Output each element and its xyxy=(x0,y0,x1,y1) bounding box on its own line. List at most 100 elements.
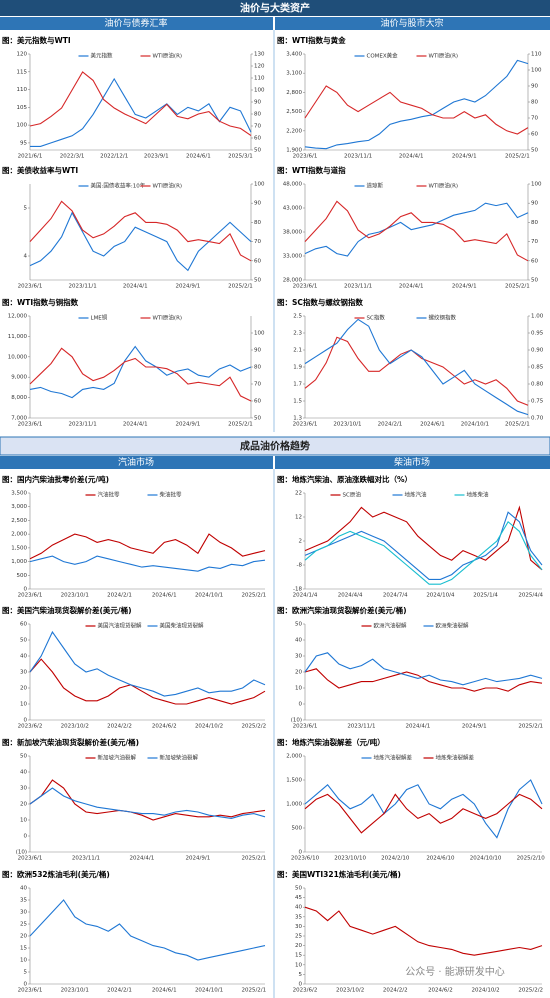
x-tick-label: 2023/6/1 xyxy=(18,988,43,994)
x-tick-label: 2024/6/2 xyxy=(152,724,177,730)
y-tick-label: 4 xyxy=(24,254,28,260)
y-tick-label: 1.9 xyxy=(293,365,302,371)
header-bar xyxy=(0,436,550,456)
y-tick-label: 10 xyxy=(295,962,302,968)
y2-tick-label: 50 xyxy=(531,148,538,154)
y-tick-label: 50 xyxy=(20,754,27,760)
x-tick-label: 2023/11/1 xyxy=(72,856,100,862)
x-tick-label: 2023/6/1 xyxy=(18,593,43,599)
x-tick-label: 2023/10/1 xyxy=(333,422,361,428)
legend-label: 美国柴油现货裂解 xyxy=(160,622,205,630)
x-tick-label: 2024/9/1 xyxy=(176,422,201,428)
y-tick-label: 45 xyxy=(295,895,302,901)
x-tick-label: 2025/2/1 xyxy=(241,988,266,994)
x-tick-label: 2023/10/10 xyxy=(334,856,366,862)
legend-label: 新加坡汽油裂解 xyxy=(98,754,137,762)
x-tick-label: 2023/6/1 xyxy=(293,422,318,428)
y2-tick-label: 0.70 xyxy=(531,416,544,422)
x-tick-label: 2023/11/1 xyxy=(344,284,372,290)
y-tick-label: 1,900 xyxy=(286,148,302,154)
y-tick-label: 1.7 xyxy=(293,382,302,388)
series-line xyxy=(304,318,529,416)
y2-tick-label: 70 xyxy=(531,239,538,245)
y-tick-label: 3,500 xyxy=(11,491,27,497)
x-tick-label: 2024/10/1 xyxy=(461,422,489,428)
y2-tick-label: 0.75 xyxy=(531,399,544,405)
x-tick-label: 2023/6/1 xyxy=(18,856,43,862)
x-tick-label: 2025/2/1 xyxy=(228,284,253,290)
chart-title: 图：SC指数与螺纹钢指数 xyxy=(277,297,363,307)
chart-title: 图：美国汽柴油现货裂解价差(美元/桶) xyxy=(2,605,132,615)
y-tick-label: 110 xyxy=(17,87,28,93)
legend-label: 美元指数 xyxy=(91,52,114,60)
subheader-bar xyxy=(275,456,550,469)
y-tick-label: 60 xyxy=(20,622,27,628)
y2-tick-label: 120 xyxy=(254,64,265,70)
x-tick-label: 2024/4/4 xyxy=(338,593,363,599)
y2-tick-label: 60 xyxy=(531,132,538,138)
y2-tick-label: 100 xyxy=(254,331,265,337)
x-tick-label: 2024/10/1 xyxy=(195,988,223,994)
y-tick-label: 50 xyxy=(295,622,302,628)
legend-label: 美国:国债收益率:10年 xyxy=(91,182,146,190)
x-tick-label: 2024/10/10 xyxy=(470,856,502,862)
x-tick-label: 2025/3/1 xyxy=(228,154,253,160)
series-line xyxy=(304,59,529,150)
series-line xyxy=(304,652,543,686)
legend-label: 欧洲汽油裂解 xyxy=(374,622,408,630)
y2-tick-label: 100 xyxy=(254,88,265,94)
series-line xyxy=(29,211,252,272)
y2-tick-label: 90 xyxy=(254,100,261,106)
series-line xyxy=(29,630,266,697)
y-tick-label: 40 xyxy=(295,638,302,644)
x-tick-label: 2025/2/1 xyxy=(241,856,266,862)
x-tick-label: 2024/4/1 xyxy=(406,724,431,730)
x-tick-label: 2023/6/1 xyxy=(293,284,318,290)
y-tick-label: 20 xyxy=(20,934,27,940)
x-tick-label: 2025/2/1 xyxy=(228,422,253,428)
x-tick-label: 2025/2/1 xyxy=(241,593,266,599)
y2-tick-label: 70 xyxy=(254,382,261,388)
y-tick-label: 48,000 xyxy=(283,182,303,188)
y2-tick-label: 60 xyxy=(254,136,261,142)
x-tick-label: 2024/4/1 xyxy=(399,284,424,290)
y-tick-label: 30 xyxy=(20,670,27,676)
subheader-title: 油价与股市大宗 xyxy=(380,17,443,29)
x-tick-label: 2024/2/1 xyxy=(107,593,132,599)
y2-tick-label: 90 xyxy=(254,201,261,207)
series-line xyxy=(304,793,543,834)
y2-tick-label: 90 xyxy=(531,201,538,207)
chart-title: 图：欧洲汽柴油现货裂解价差(美元/桶) xyxy=(277,605,407,615)
x-tick-label: 2024/2/1 xyxy=(378,422,403,428)
y-tick-label: 1,500 xyxy=(11,545,27,551)
x-tick-label: 2023/6/1 xyxy=(18,284,43,290)
y-tick-label: 38,000 xyxy=(283,230,303,236)
y-tick-label: 43,000 xyxy=(283,206,303,212)
x-tick-label: 2023/11/1 xyxy=(344,154,372,160)
x-tick-label: 2022/12/1 xyxy=(100,154,128,160)
y-tick-label: 40 xyxy=(20,770,27,776)
y-tick-label: 0 xyxy=(299,982,303,988)
subheader-bar xyxy=(0,456,273,469)
x-tick-label: 2025/2/2 xyxy=(518,988,543,994)
y-tick-label: 30 xyxy=(295,924,302,930)
chart-title: 图：新加坡汽柴油现货裂解价差(美元/桶) xyxy=(2,737,139,747)
x-tick-label: 2023/11/1 xyxy=(347,724,375,730)
series-line xyxy=(29,533,266,560)
legend-label: 地炼柴油 xyxy=(467,491,490,499)
subheader-title: 柴油市场 xyxy=(394,456,430,468)
y-tick-label: 25 xyxy=(20,922,27,928)
y-tick-label: 3,400 xyxy=(286,52,302,58)
x-tick-label: 2024/9/1 xyxy=(452,154,477,160)
y-tick-label: 2.5 xyxy=(293,314,302,320)
y-tick-label: 0 xyxy=(24,982,28,988)
y2-tick-label: 80 xyxy=(254,112,261,118)
legend-label: 美国汽油现货裂解 xyxy=(98,622,143,630)
y2-tick-label: 50 xyxy=(254,148,261,154)
x-tick-label: 2024/10/4 xyxy=(426,593,455,599)
y-tick-label: 40 xyxy=(295,905,302,911)
header-bar xyxy=(0,0,550,16)
x-tick-label: 2024/10/2 xyxy=(195,724,223,730)
chart-title: 图：WTI指数与道指 xyxy=(277,165,346,175)
